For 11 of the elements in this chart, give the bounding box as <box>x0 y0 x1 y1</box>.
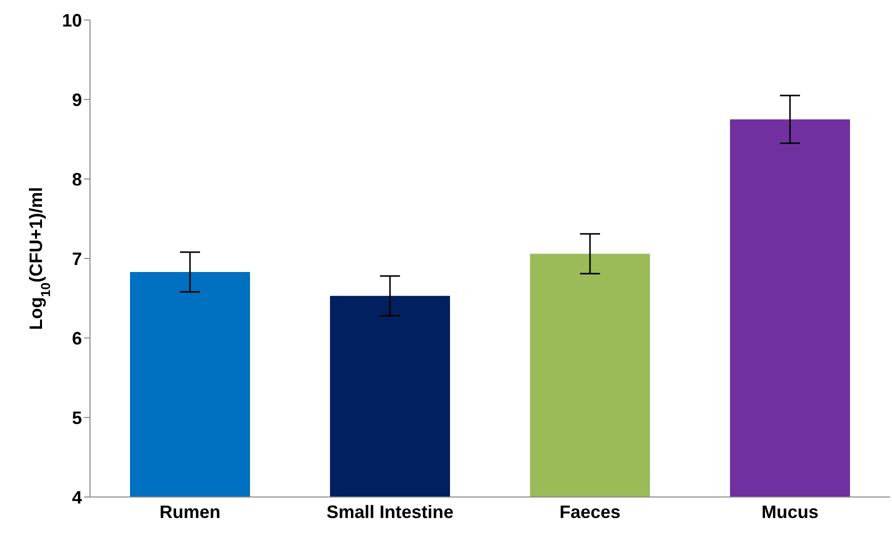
y-tick-label: 10 <box>62 10 82 30</box>
y-tick-label: 6 <box>72 328 82 348</box>
y-tick-label: 9 <box>72 90 82 110</box>
x-tick-label: Rumen <box>159 502 221 522</box>
y-tick-label: 8 <box>72 169 82 190</box>
x-tick-label: Faeces <box>559 502 621 522</box>
y-tick-label: 7 <box>72 248 82 269</box>
y-tick-label: 4 <box>72 487 82 508</box>
x-tick-label: Small Intestine <box>326 502 454 522</box>
y-tick-label: 5 <box>72 408 82 428</box>
x-tick-label: Mucus <box>761 502 819 522</box>
